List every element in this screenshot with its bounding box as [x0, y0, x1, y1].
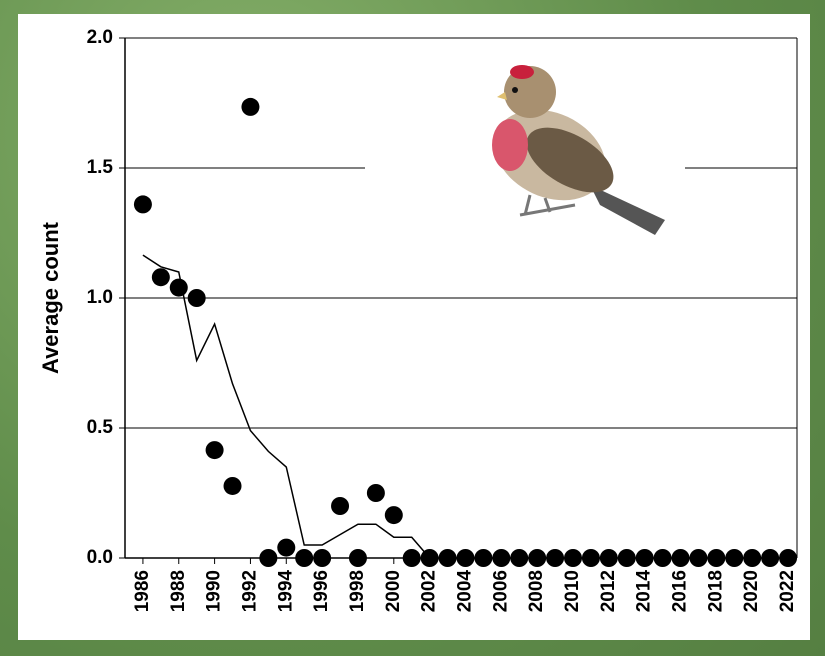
x-tick-label: 2022 [777, 570, 798, 612]
bird-legs [519, 194, 576, 217]
data-point [348, 549, 367, 567]
bird-breast [492, 119, 528, 171]
x-tick-label: 1986 [132, 570, 153, 612]
y-tick-label: 0.0 [87, 547, 113, 568]
data-point [223, 476, 242, 495]
data-point [151, 268, 170, 287]
bird-cap [510, 65, 534, 79]
data-point [366, 484, 385, 502]
x-tick-label: 2006 [490, 570, 511, 612]
x-tick-label: 1992 [239, 570, 260, 612]
y-tick-label: 1.5 [87, 157, 114, 178]
x-tick-label: 2008 [526, 570, 547, 612]
data-point [277, 538, 296, 557]
data-point [169, 278, 188, 297]
data-point [331, 497, 350, 515]
x-tick-label: 2012 [598, 570, 619, 612]
x-tick-label: 1996 [311, 570, 332, 612]
data-point [259, 549, 278, 567]
data-point [313, 549, 332, 567]
trend-line [142, 254, 789, 559]
data-point [295, 549, 314, 567]
x-tick-label: 2002 [419, 570, 440, 612]
y-tick-label: 0.5 [87, 417, 114, 438]
x-tick-label: 2004 [454, 570, 475, 613]
bird-tail [590, 185, 665, 235]
data-point [402, 549, 421, 567]
x-tick-label: 1998 [347, 570, 368, 612]
bird-illustration [365, 50, 685, 240]
bird-beak [497, 92, 507, 100]
data-point [241, 97, 260, 116]
x-tick-label: 1990 [204, 570, 225, 612]
x-tick-label: 2000 [383, 570, 404, 612]
x-tick-label: 1994 [275, 570, 296, 613]
data-point [384, 506, 403, 525]
bird-eye [512, 87, 518, 93]
bird-head [504, 66, 556, 118]
bird-wing [526, 127, 614, 193]
data-point [187, 289, 206, 307]
y-axis-label: Average count [38, 221, 63, 374]
x-tick-label: 2010 [562, 570, 583, 612]
x-tick-label: 1988 [168, 570, 189, 612]
data-point [133, 195, 152, 214]
data-point [205, 441, 224, 460]
y-tick-label: 1.0 [87, 287, 113, 308]
y-tick-label: 2.0 [87, 27, 113, 48]
x-tick-label: 2020 [741, 570, 762, 612]
x-tick-label: 2016 [670, 570, 691, 612]
x-tick-label: 2018 [705, 570, 726, 612]
x-tick-label: 2014 [634, 570, 655, 613]
